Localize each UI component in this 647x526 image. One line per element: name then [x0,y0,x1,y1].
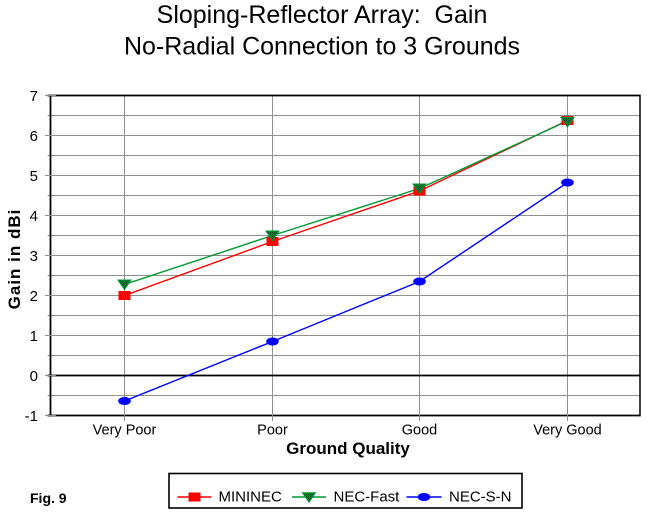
svg-text:Poor: Poor [257,423,288,439]
svg-text:Ground Quality: Ground Quality [286,439,410,458]
svg-text:Fig. 9: Fig. 9 [30,490,67,506]
svg-text:1: 1 [30,328,38,345]
svg-text:0: 0 [30,368,38,385]
svg-text:3: 3 [30,248,38,265]
svg-text:No-Radial Connection to 3 Grou: No-Radial Connection to 3 Grounds [124,33,520,61]
svg-text:Good: Good [402,423,437,439]
svg-text:5: 5 [30,168,38,185]
svg-text:Very Good: Very Good [533,423,602,439]
svg-text:2: 2 [30,288,38,305]
svg-text:NEC-S-N: NEC-S-N [449,489,512,506]
svg-text:7: 7 [30,88,38,105]
svg-text:-1: -1 [25,408,38,425]
svg-text:4: 4 [30,208,38,225]
svg-text:6: 6 [30,128,38,145]
svg-text:NEC-Fast: NEC-Fast [334,489,401,506]
svg-text:Very Poor: Very Poor [93,423,157,439]
svg-text:Sloping-Reflector Array: Gain: Sloping-Reflector Array: Gain [157,1,488,29]
svg-text:MININEC: MININEC [219,489,283,506]
svg-text:Gain in dBi: Gain in dBi [5,209,24,310]
